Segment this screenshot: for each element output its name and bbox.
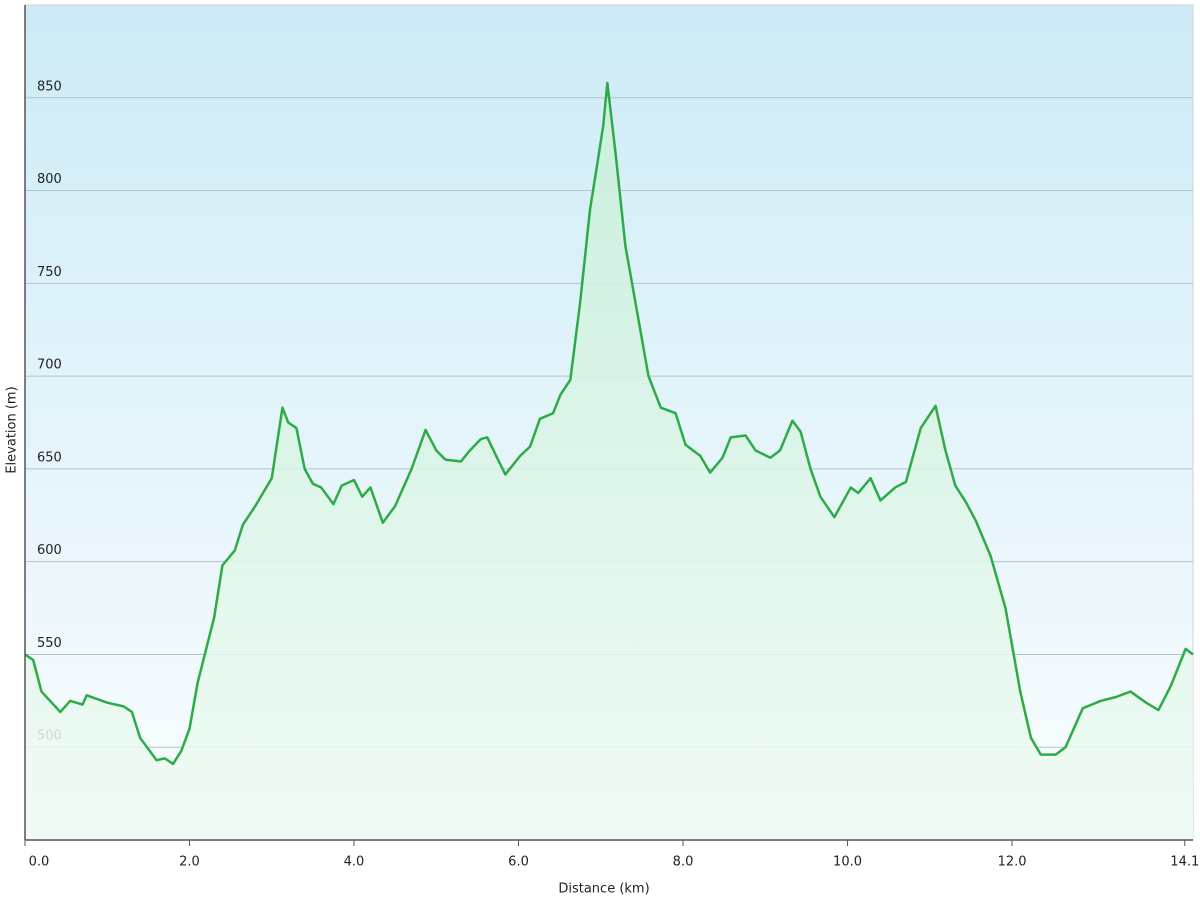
x-axis-label: Distance (km)	[558, 882, 649, 897]
x-tick-label: 10.0	[833, 855, 862, 870]
y-tick-label: 550	[37, 636, 62, 651]
x-tick-label: 12.0	[998, 855, 1027, 870]
elevation-line	[24, 81, 1194, 766]
y-tick-label: 750	[37, 265, 62, 280]
x-tick-label: 4.0	[344, 855, 365, 870]
y-tick-label: 600	[37, 543, 62, 558]
y-tick-label: 800	[37, 172, 62, 187]
x-tick-label: 8.0	[673, 855, 694, 870]
y-axis-label: Elevation (m)	[5, 386, 20, 473]
x-tick-label: 2.0	[179, 855, 200, 870]
area-fill	[25, 82, 1193, 840]
x-tick-label: 6.0	[508, 855, 529, 870]
x-tick-label: 0.0	[29, 855, 50, 870]
x-tick-label: 14.1	[1170, 855, 1199, 870]
y-tick-label: 700	[37, 358, 62, 373]
y-tick-label: 850	[37, 79, 62, 94]
y-tick-label: 650	[37, 450, 62, 465]
